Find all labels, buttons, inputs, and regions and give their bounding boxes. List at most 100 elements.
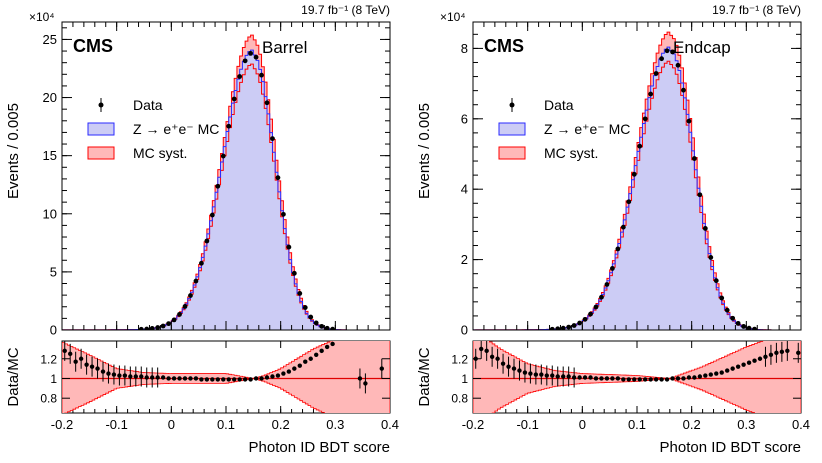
data-point (275, 175, 281, 181)
ratio-data-point (495, 356, 500, 361)
ratio-data-point (232, 377, 237, 382)
ratio-data-point (155, 375, 160, 380)
ratio-data-point (177, 376, 182, 381)
ratio-data-point (746, 360, 752, 365)
ratio-plot-area (473, 341, 801, 413)
data-point (730, 315, 736, 321)
ratio-data-point (692, 375, 697, 380)
data-point (286, 244, 292, 250)
data-point (659, 56, 664, 62)
ratio-data-point (539, 372, 544, 377)
x-tick-label: 0 (168, 417, 175, 432)
legend-data-label: Data (133, 97, 163, 113)
mc-histogram (473, 47, 801, 330)
mc-histogram (62, 50, 390, 330)
ratio-data-point (719, 370, 724, 375)
ratio-y-tick-label: 1 (50, 372, 57, 386)
region-label: Barrel (262, 38, 307, 57)
x-tick-label: 0.2 (272, 417, 290, 432)
ratio-data-point (379, 366, 384, 371)
ratio-data-point (582, 375, 588, 380)
y-tick-label: 2 (461, 252, 468, 267)
y-tick-label: 0 (461, 323, 468, 338)
data-point (160, 323, 166, 329)
ratio-data-point (796, 350, 801, 356)
ratio-data-point (517, 368, 522, 373)
data-point (177, 311, 182, 317)
data-point (226, 123, 232, 129)
data-point (209, 212, 215, 218)
x-tick-label: 0 (579, 417, 586, 432)
data-point (297, 291, 303, 296)
data-point (724, 307, 730, 313)
data-point (281, 211, 286, 217)
data-point (242, 58, 248, 64)
x-tick-label: 0.3 (737, 417, 755, 432)
data-point (555, 326, 561, 330)
data-point (588, 311, 593, 317)
data-point (330, 326, 335, 330)
data-point (204, 238, 210, 244)
ratio-data-point (106, 371, 111, 376)
ratio-data-point (615, 376, 621, 381)
ratio-data-point (670, 376, 675, 381)
x-axis-label: Photon ID BDT score (660, 439, 801, 456)
ratio-data-point (479, 346, 484, 352)
x-tick-label: 0.1 (217, 417, 235, 432)
data-point (577, 320, 582, 326)
data-point (713, 278, 719, 284)
ratio-syst-band (473, 341, 801, 413)
data-point (193, 278, 199, 284)
ratio-data-point (703, 373, 708, 378)
ratio-data-point (221, 377, 226, 382)
ratio-data-point (550, 373, 555, 378)
x-tick-label: 0.1 (628, 417, 646, 432)
ratio-data-point (215, 377, 220, 382)
ratio-y-tick-label: 0.8 (40, 392, 57, 406)
ratio-data-point (735, 364, 741, 369)
ratio-data-point (319, 348, 324, 354)
data-point (270, 136, 275, 141)
ratio-data-point (522, 370, 528, 375)
data-point (697, 192, 703, 198)
data-point (599, 294, 604, 300)
ratio-y-axis-label: Data/MC (416, 347, 433, 406)
data-point (302, 305, 308, 310)
data-point (324, 325, 330, 330)
data-point (610, 266, 615, 271)
data-point (653, 71, 659, 76)
data-point (746, 325, 752, 330)
ratio-data-point (544, 373, 549, 378)
legend-syst-swatch (498, 146, 526, 160)
ratio-data-point (555, 374, 560, 379)
panel-barrel: 0 5 10 15 20 25 -0.2 -0.1 0 0.1 0.2 0.3 0.4 0.8 1 1.2 19… (5, 3, 399, 456)
ratio-data-point (686, 375, 692, 380)
ratio-data-point (188, 376, 193, 381)
ratio-data-point (697, 374, 703, 379)
ratio-data-point (128, 374, 133, 379)
ratio-data-point (675, 376, 681, 381)
data-point (566, 324, 572, 330)
ratio-data-point (324, 344, 330, 350)
x-tick-label: 0.2 (683, 417, 701, 432)
ratio-data-point (593, 376, 599, 381)
ratio-data-point (768, 352, 774, 358)
ratio-data-point (774, 350, 779, 356)
data-point (675, 62, 681, 68)
ratio-data-point (588, 375, 593, 380)
y-tick-label: 15 (43, 148, 57, 163)
x-tick-label: -0.1 (105, 417, 127, 432)
ratio-data-point (659, 377, 664, 382)
legend-mc-label: Z → e⁺e⁻ MC (133, 121, 219, 137)
legend: Data Z → e⁺e⁻ MC MC syst. (498, 97, 630, 161)
y-tick-label: 20 (43, 90, 57, 105)
ratio-data-point (210, 377, 215, 382)
ratio-y-tick-label: 1.2 (451, 352, 468, 366)
ratio-plot-area (62, 341, 390, 413)
ratio-data-point (714, 371, 719, 376)
ratio-data-point (199, 377, 204, 382)
ratio-data-point (259, 376, 264, 381)
legend-syst-swatch (87, 146, 115, 160)
ratio-data-point (626, 377, 631, 382)
